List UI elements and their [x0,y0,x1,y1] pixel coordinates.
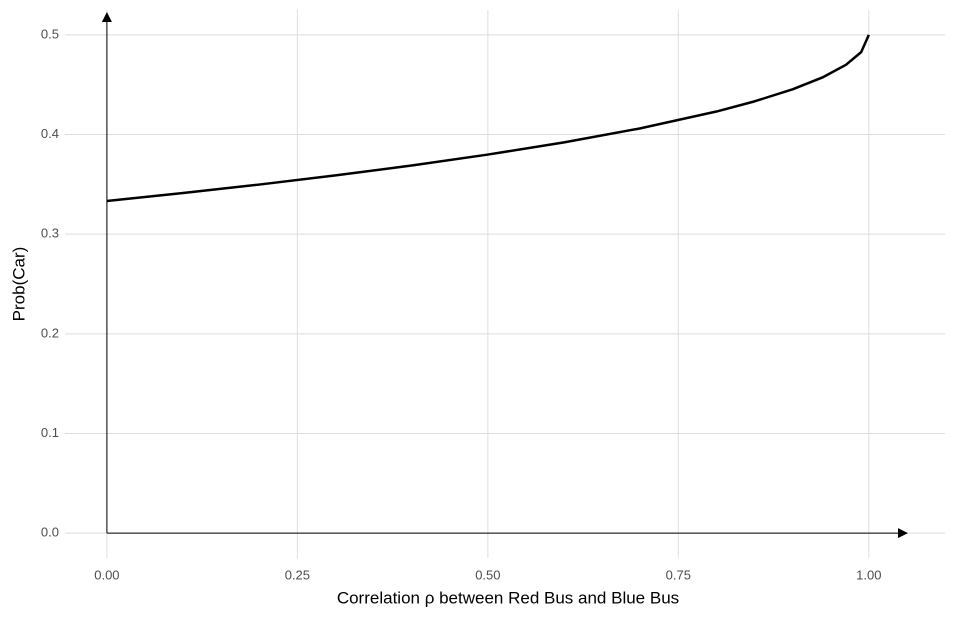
x-tick-label: 0.75 [666,567,691,582]
x-tick-label: 0.50 [475,567,500,582]
y-axis-title: Prob(Car) [9,247,28,322]
x-tick-label: 0.25 [285,567,310,582]
grid [65,10,945,558]
y-tick-label: 0.2 [41,325,59,340]
y-tick-label: 0.5 [41,26,59,41]
y-tick-label: 0.1 [41,425,59,440]
y-tick-label: 0.3 [41,226,59,241]
y-tick-label: 0.4 [41,126,59,141]
x-axis-title: Correlation ρ between Red Bus and Blue B… [337,588,679,607]
x-tick-label: 1.00 [856,567,881,582]
line [106,34,870,203]
x-tick-label: 0.00 [94,567,119,582]
marks [106,34,870,203]
axes [101,12,908,539]
y-tick-label: 0.0 [41,525,59,540]
